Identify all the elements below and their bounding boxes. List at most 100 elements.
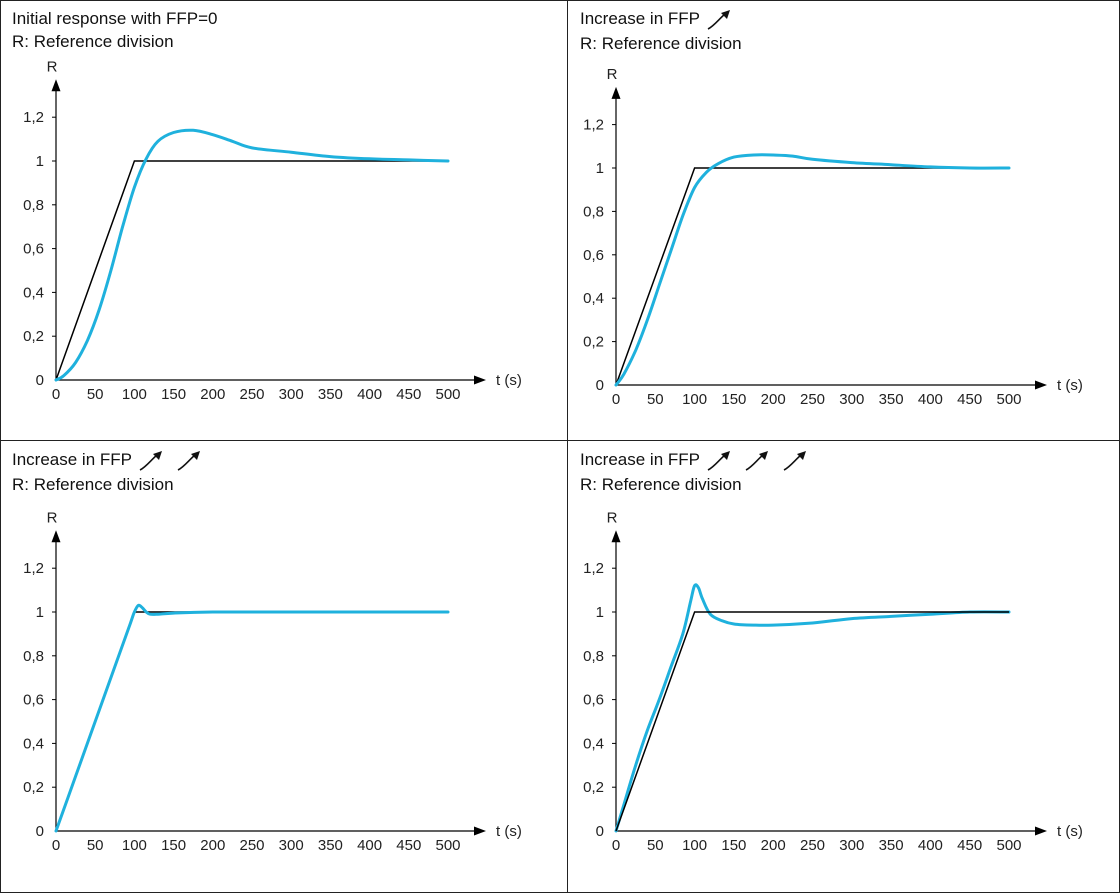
x-tick-label: 450 [957,837,982,854]
x-tick-label: 0 [52,837,60,854]
y-tick-label: 0,4 [583,290,604,307]
x-axis-label: t (s) [496,372,522,389]
ffp-arrows [138,448,214,473]
x-tick-label: 400 [918,837,943,854]
x-axis-arrow [474,826,486,836]
y-tick-label: 0,4 [583,735,604,752]
x-tick-label: 50 [87,837,104,854]
x-axis-label: t (s) [496,823,522,840]
arrow-up-right-icon [707,9,730,30]
ffp-arrows [706,448,820,473]
x-tick-label: 450 [396,386,421,403]
y-tick-label: 0,4 [23,284,44,301]
panel-heading: Increase in FFP R: Reference division [580,7,744,55]
x-tick-label: 100 [122,386,147,403]
x-tick-label: 350 [879,837,904,854]
x-tick-label: 350 [318,386,343,403]
x-tick-label: 500 [996,391,1021,408]
chart-subtitle: R: Reference division [12,32,174,51]
y-tick-label: 1,2 [23,560,44,577]
y-axis-label: R [47,58,58,75]
y-tick-label: 0 [596,823,604,840]
x-tick-label: 300 [839,391,864,408]
x-tick-label: 300 [279,386,304,403]
x-tick-label: 200 [200,837,225,854]
y-tick-label: 0 [596,377,604,394]
chart-subtitle: R: Reference division [580,33,742,53]
x-tick-label: 150 [721,837,746,854]
panel-heading: Increase in FFP R: Reference division [580,448,820,496]
y-tick-label: 1,2 [583,560,604,577]
x-tick-label: 500 [435,386,460,403]
x-tick-label: 250 [239,386,264,403]
chart-title: Increase in FFP [580,450,700,469]
arrow-up-right-icon [177,450,200,471]
reference-series-line [615,167,1009,386]
y-axis-arrow [611,86,621,99]
y-axis-label: R [607,66,618,83]
chart-title: Initial response with FFP=0 [12,9,218,28]
y-tick-label: 0,6 [23,241,44,258]
x-tick-label: 100 [122,837,147,854]
response-series-line [54,128,450,382]
y-tick-label: 1,2 [23,109,44,126]
y-tick-label: 0,8 [23,648,44,665]
y-tick-label: 0,8 [583,203,604,220]
line-chart: Rt (s) 0 0,2 0,4 0,6 0,8 1 1,2 0 50 100 150 200 250 30… [23,58,522,403]
x-tick-label: 0 [612,391,620,408]
y-tick-label: 0,4 [23,735,44,752]
y-axis-arrow [51,79,61,92]
y-axis-arrow [51,530,61,543]
y-tick-label: 0,6 [583,247,604,264]
y-tick-label: 0,2 [23,328,44,345]
x-tick-label: 450 [396,837,421,854]
x-tick-label: 100 [682,837,707,854]
y-tick-label: 1 [36,153,44,170]
y-axis-label: R [47,509,58,526]
x-tick-label: 200 [761,837,786,854]
reference-series-line [55,160,448,381]
x-tick-label: 200 [761,391,786,408]
x-tick-label: 250 [800,391,825,408]
panel-heading: Increase in FFP R: Reference division [12,448,214,496]
chart-subtitle: R: Reference division [580,474,742,494]
x-tick-label: 50 [647,391,664,408]
x-axis-label: t (s) [1057,377,1083,394]
arrow-up-right-icon [707,450,730,471]
arrow-up-right-icon [783,450,806,471]
x-tick-label: 400 [357,386,382,403]
y-axis-arrow [611,530,621,543]
ffp-arrows [706,7,744,32]
response-series-line [614,583,1011,833]
x-tick-label: 0 [612,837,620,854]
response-series-line [54,603,450,833]
y-tick-label: 1 [596,604,604,621]
y-tick-label: 0,8 [583,648,604,665]
x-tick-label: 350 [879,391,904,408]
reference-series-line [615,611,1009,832]
x-tick-label: 150 [721,391,746,408]
x-tick-label: 400 [918,391,943,408]
x-axis-arrow [474,375,486,385]
x-tick-label: 500 [435,837,460,854]
response-series-line [614,153,1011,387]
y-tick-label: 0,6 [23,692,44,709]
y-axis-label: R [607,509,618,526]
y-tick-label: 0 [36,372,44,389]
y-tick-label: 1 [36,604,44,621]
panel-heading: Initial response with FFP=0 R: Reference… [12,7,224,53]
y-tick-label: 0,2 [583,779,604,796]
x-tick-label: 50 [647,837,664,854]
y-tick-label: 0,6 [583,692,604,709]
x-tick-label: 0 [52,386,60,403]
y-tick-label: 0,2 [583,334,604,351]
arrow-up-right-icon [139,450,162,471]
x-tick-label: 150 [161,837,186,854]
y-tick-label: 0,8 [23,197,44,214]
line-chart: Rt (s) 0 0,2 0,4 0,6 0,8 1 1,2 0 50 100 150 200 250 30… [23,509,522,854]
chart-subtitle: R: Reference division [12,474,174,494]
x-tick-label: 250 [800,837,825,854]
